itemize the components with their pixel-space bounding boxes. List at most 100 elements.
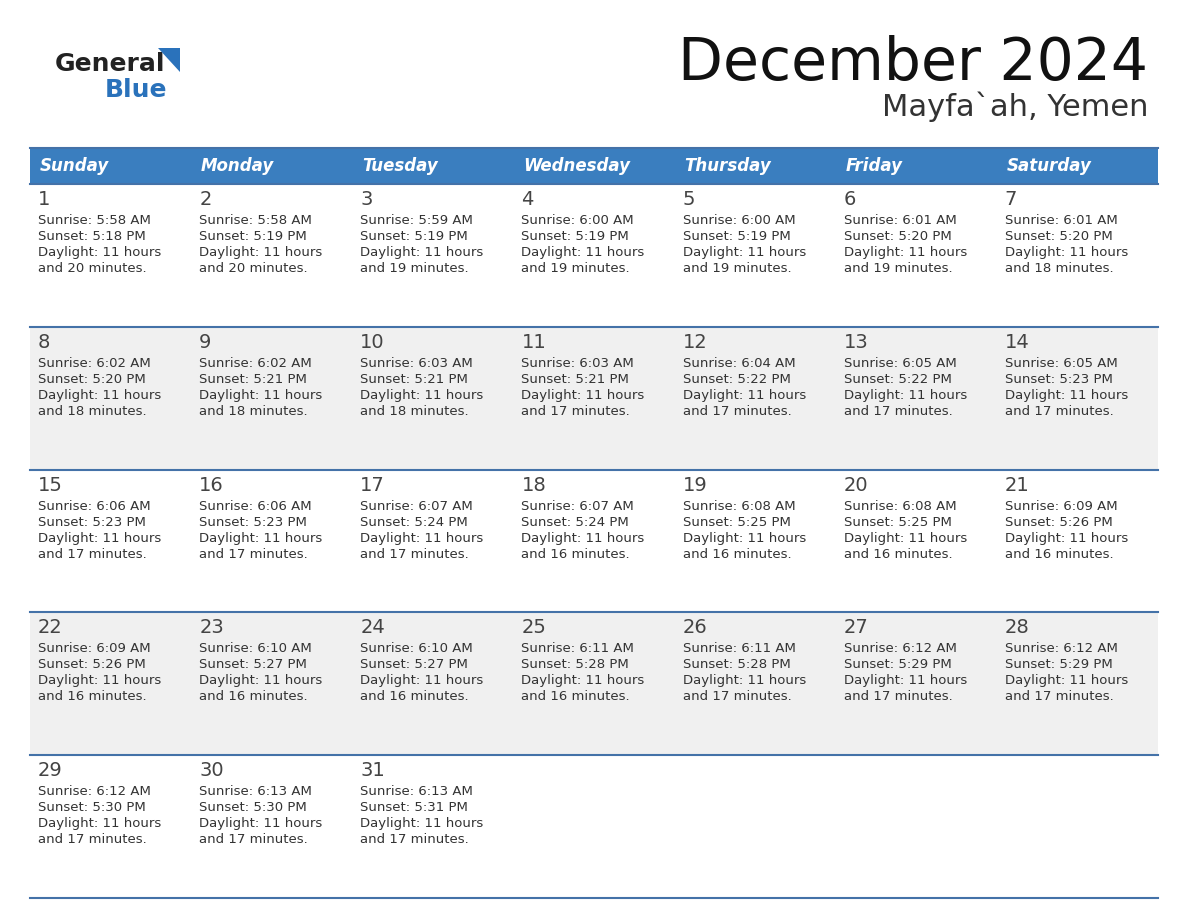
- Text: Friday: Friday: [846, 157, 903, 175]
- Text: Sunrise: 6:04 AM: Sunrise: 6:04 AM: [683, 357, 795, 370]
- Text: 31: 31: [360, 761, 385, 780]
- Text: Daylight: 11 hours: Daylight: 11 hours: [843, 675, 967, 688]
- Text: Tuesday: Tuesday: [362, 157, 438, 175]
- Text: 12: 12: [683, 333, 707, 352]
- Text: and 19 minutes.: and 19 minutes.: [843, 262, 953, 275]
- Text: Daylight: 11 hours: Daylight: 11 hours: [843, 246, 967, 259]
- Text: and 17 minutes.: and 17 minutes.: [38, 548, 147, 561]
- Polygon shape: [158, 48, 181, 72]
- Text: Sunrise: 6:12 AM: Sunrise: 6:12 AM: [843, 643, 956, 655]
- Text: Daylight: 11 hours: Daylight: 11 hours: [683, 389, 805, 402]
- Bar: [30, 470, 1158, 612]
- Text: and 17 minutes.: and 17 minutes.: [843, 690, 953, 703]
- Text: and 17 minutes.: and 17 minutes.: [38, 834, 147, 846]
- Text: Sunrise: 6:13 AM: Sunrise: 6:13 AM: [360, 785, 473, 798]
- Text: Sunset: 5:28 PM: Sunset: 5:28 PM: [683, 658, 790, 671]
- Text: Sunrise: 6:12 AM: Sunrise: 6:12 AM: [1005, 643, 1118, 655]
- Text: Sunset: 5:24 PM: Sunset: 5:24 PM: [360, 516, 468, 529]
- Text: 10: 10: [360, 333, 385, 352]
- Text: Sunrise: 6:02 AM: Sunrise: 6:02 AM: [200, 357, 312, 370]
- Text: Daylight: 11 hours: Daylight: 11 hours: [522, 675, 645, 688]
- Text: Daylight: 11 hours: Daylight: 11 hours: [360, 246, 484, 259]
- Bar: [513, 148, 675, 184]
- Text: Sunrise: 6:09 AM: Sunrise: 6:09 AM: [1005, 499, 1118, 512]
- Text: and 16 minutes.: and 16 minutes.: [843, 548, 953, 561]
- Text: 3: 3: [360, 190, 373, 209]
- Text: and 18 minutes.: and 18 minutes.: [38, 405, 146, 418]
- Text: Sunset: 5:31 PM: Sunset: 5:31 PM: [360, 801, 468, 814]
- Text: and 17 minutes.: and 17 minutes.: [360, 548, 469, 561]
- Text: and 20 minutes.: and 20 minutes.: [38, 262, 146, 275]
- Text: Daylight: 11 hours: Daylight: 11 hours: [1005, 532, 1129, 544]
- Text: Daylight: 11 hours: Daylight: 11 hours: [522, 532, 645, 544]
- Bar: [30, 612, 1158, 756]
- Text: 18: 18: [522, 476, 546, 495]
- Text: Sunset: 5:20 PM: Sunset: 5:20 PM: [843, 230, 952, 243]
- Text: Sunset: 5:25 PM: Sunset: 5:25 PM: [843, 516, 952, 529]
- Text: Sunset: 5:23 PM: Sunset: 5:23 PM: [38, 516, 146, 529]
- Text: Daylight: 11 hours: Daylight: 11 hours: [843, 532, 967, 544]
- Text: and 18 minutes.: and 18 minutes.: [360, 405, 469, 418]
- Text: 15: 15: [38, 476, 63, 495]
- Text: 11: 11: [522, 333, 546, 352]
- Text: Daylight: 11 hours: Daylight: 11 hours: [38, 817, 162, 830]
- Text: Sunrise: 6:07 AM: Sunrise: 6:07 AM: [522, 499, 634, 512]
- Text: Sunrise: 6:06 AM: Sunrise: 6:06 AM: [200, 499, 311, 512]
- Text: Daylight: 11 hours: Daylight: 11 hours: [38, 675, 162, 688]
- Text: Daylight: 11 hours: Daylight: 11 hours: [1005, 246, 1129, 259]
- Text: and 17 minutes.: and 17 minutes.: [200, 834, 308, 846]
- Text: Daylight: 11 hours: Daylight: 11 hours: [1005, 389, 1129, 402]
- Text: Sunrise: 6:08 AM: Sunrise: 6:08 AM: [843, 499, 956, 512]
- Text: Sunset: 5:19 PM: Sunset: 5:19 PM: [683, 230, 790, 243]
- Text: Daylight: 11 hours: Daylight: 11 hours: [843, 389, 967, 402]
- Text: Sunset: 5:20 PM: Sunset: 5:20 PM: [38, 373, 146, 386]
- Text: Sunset: 5:30 PM: Sunset: 5:30 PM: [200, 801, 307, 814]
- Text: 19: 19: [683, 476, 707, 495]
- Text: 17: 17: [360, 476, 385, 495]
- Text: Sunset: 5:26 PM: Sunset: 5:26 PM: [1005, 516, 1113, 529]
- Text: Wednesday: Wednesday: [524, 157, 631, 175]
- Bar: [30, 184, 1158, 327]
- Text: Blue: Blue: [105, 78, 168, 102]
- Text: Sunset: 5:23 PM: Sunset: 5:23 PM: [200, 516, 307, 529]
- Text: Daylight: 11 hours: Daylight: 11 hours: [200, 817, 322, 830]
- Text: Sunset: 5:29 PM: Sunset: 5:29 PM: [1005, 658, 1113, 671]
- Text: Sunset: 5:20 PM: Sunset: 5:20 PM: [1005, 230, 1113, 243]
- Text: Daylight: 11 hours: Daylight: 11 hours: [200, 389, 322, 402]
- Text: and 17 minutes.: and 17 minutes.: [360, 834, 469, 846]
- Text: 1: 1: [38, 190, 50, 209]
- Bar: [30, 756, 1158, 898]
- Text: and 16 minutes.: and 16 minutes.: [1005, 548, 1113, 561]
- Text: 24: 24: [360, 619, 385, 637]
- Text: 5: 5: [683, 190, 695, 209]
- Text: and 17 minutes.: and 17 minutes.: [1005, 405, 1113, 418]
- Text: Sunrise: 6:01 AM: Sunrise: 6:01 AM: [1005, 214, 1118, 227]
- Text: and 19 minutes.: and 19 minutes.: [522, 262, 630, 275]
- Text: Sunset: 5:19 PM: Sunset: 5:19 PM: [360, 230, 468, 243]
- Text: 23: 23: [200, 619, 223, 637]
- Text: Daylight: 11 hours: Daylight: 11 hours: [683, 246, 805, 259]
- Text: December 2024: December 2024: [678, 35, 1148, 92]
- Text: and 16 minutes.: and 16 minutes.: [683, 548, 791, 561]
- Text: Daylight: 11 hours: Daylight: 11 hours: [360, 817, 484, 830]
- Text: 27: 27: [843, 619, 868, 637]
- Text: Thursday: Thursday: [684, 157, 771, 175]
- Text: and 18 minutes.: and 18 minutes.: [1005, 262, 1113, 275]
- Text: 6: 6: [843, 190, 857, 209]
- Text: 21: 21: [1005, 476, 1030, 495]
- Text: Sunrise: 6:00 AM: Sunrise: 6:00 AM: [522, 214, 634, 227]
- Text: and 16 minutes.: and 16 minutes.: [522, 690, 630, 703]
- Text: 28: 28: [1005, 619, 1030, 637]
- Text: and 16 minutes.: and 16 minutes.: [522, 548, 630, 561]
- Text: Sunrise: 6:11 AM: Sunrise: 6:11 AM: [522, 643, 634, 655]
- Text: Sunrise: 6:10 AM: Sunrise: 6:10 AM: [200, 643, 312, 655]
- Text: Sunset: 5:19 PM: Sunset: 5:19 PM: [522, 230, 630, 243]
- Text: Sunset: 5:24 PM: Sunset: 5:24 PM: [522, 516, 630, 529]
- Text: and 17 minutes.: and 17 minutes.: [1005, 690, 1113, 703]
- Text: 14: 14: [1005, 333, 1030, 352]
- Text: Daylight: 11 hours: Daylight: 11 hours: [200, 246, 322, 259]
- Text: Sunset: 5:27 PM: Sunset: 5:27 PM: [360, 658, 468, 671]
- Bar: [835, 148, 997, 184]
- Text: 26: 26: [683, 619, 707, 637]
- Text: Daylight: 11 hours: Daylight: 11 hours: [38, 389, 162, 402]
